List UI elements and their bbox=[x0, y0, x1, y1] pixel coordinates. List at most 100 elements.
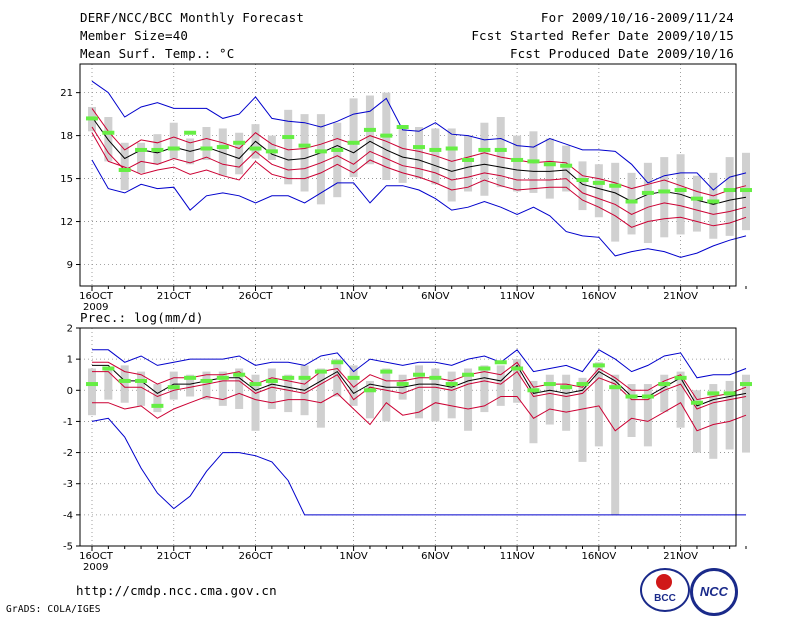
precip-spread-box bbox=[611, 374, 620, 515]
temp-xtick-label: 21OCT bbox=[157, 291, 192, 302]
temp-spread-box bbox=[235, 132, 244, 175]
temp-xtick-label: 21NOV bbox=[663, 291, 698, 302]
temp-spread-box bbox=[692, 175, 701, 232]
precip-xtick-label: 21OCT bbox=[157, 551, 192, 562]
precip-spread-box bbox=[137, 371, 146, 406]
precip-member-marker bbox=[216, 375, 229, 380]
member-size: Member Size=40 bbox=[80, 28, 189, 43]
temp-ytick-label: 21 bbox=[60, 88, 73, 99]
precip-line-lower bbox=[92, 370, 747, 410]
temp-member-marker bbox=[641, 190, 654, 195]
temp-spread-box bbox=[545, 138, 554, 199]
precip-ytick-label: 0 bbox=[67, 386, 73, 397]
temp-member-marker bbox=[347, 140, 360, 145]
ncc-logo-text: NCC bbox=[699, 584, 729, 599]
precip-member-marker bbox=[478, 366, 491, 371]
precip-line-mean-low bbox=[92, 392, 747, 432]
temp-xtick-label: 16NOV bbox=[581, 291, 616, 302]
precip-member-marker bbox=[429, 375, 442, 380]
temp-spread-box bbox=[611, 162, 620, 242]
precip-frame bbox=[79, 327, 737, 547]
temp-spread-box bbox=[513, 135, 522, 192]
precip-ytick-label: 1 bbox=[67, 355, 73, 366]
temp-member-marker bbox=[609, 183, 622, 188]
temp-spread-box bbox=[480, 122, 489, 196]
precip-member-marker bbox=[674, 375, 687, 380]
temp-spread-box bbox=[725, 157, 734, 236]
precip-spread-box bbox=[235, 368, 244, 409]
precip-spread-box bbox=[88, 368, 96, 416]
temp-xtick-label: 26OCT bbox=[239, 291, 274, 302]
precip-spread-box bbox=[676, 371, 685, 428]
temp-spread-box bbox=[137, 142, 146, 173]
precip-member-marker bbox=[86, 382, 98, 387]
precip-member-marker bbox=[298, 375, 311, 380]
bcc-logo: BCC bbox=[640, 568, 690, 612]
precip-spread-box bbox=[725, 380, 734, 450]
temp-spread-box bbox=[578, 161, 587, 211]
temp-xtick-label: 16OCT bbox=[79, 291, 114, 302]
precip-spread-box bbox=[202, 371, 211, 400]
temp-member-marker bbox=[478, 147, 491, 152]
forecast-start-date: Fcst Started Refer Date 2009/10/15 bbox=[471, 28, 734, 43]
temp-member-marker bbox=[592, 180, 605, 185]
precip-spread-box bbox=[464, 368, 473, 431]
temp-spread-box bbox=[202, 127, 211, 160]
precip-spread-box bbox=[594, 362, 603, 447]
temp-member-marker bbox=[396, 125, 409, 130]
temp-member-marker bbox=[429, 147, 442, 152]
precip-member-marker bbox=[118, 378, 131, 383]
temp-member-marker bbox=[674, 188, 687, 193]
precip-xtick-label: 6NOV bbox=[421, 551, 450, 562]
precip-xtick-label: 1NOV bbox=[339, 551, 368, 562]
forecast-produced-date: Fcst Produced Date 2009/10/16 bbox=[509, 46, 734, 61]
precip-ytick-label: -3 bbox=[63, 479, 73, 490]
temp-member-marker bbox=[625, 199, 638, 204]
precip-spread-box bbox=[643, 384, 652, 447]
precip-spread-box bbox=[365, 380, 374, 419]
precip-spread-box bbox=[447, 371, 456, 419]
precip-member-marker bbox=[102, 366, 115, 371]
precip-member-marker bbox=[527, 388, 540, 393]
source-url[interactable]: http://cmdp.ncc.cma.gov.cn bbox=[76, 583, 277, 598]
precip-spread-box bbox=[709, 384, 718, 459]
precip-member-marker bbox=[690, 400, 703, 405]
precip-spread-box bbox=[529, 380, 538, 444]
precip-member-marker bbox=[511, 366, 524, 371]
precip-member-marker bbox=[723, 391, 736, 396]
precip-ytick-label: -4 bbox=[63, 510, 73, 521]
precip-member-marker bbox=[707, 391, 720, 396]
temp-panel: 9 12 15 18 21 16OCT 21OCT 26OCT 1NOV 6NOV 11NOV 16N… bbox=[60, 63, 752, 313]
temp-member-marker bbox=[184, 130, 197, 135]
temp-spread-box bbox=[660, 157, 669, 238]
temp-year-label: 2009 bbox=[83, 302, 108, 313]
precip-member-marker bbox=[380, 369, 393, 374]
precip-member-marker bbox=[151, 403, 164, 408]
precip-member-marker bbox=[282, 375, 295, 380]
precip-member-marker bbox=[560, 385, 573, 390]
temp-member-marker bbox=[462, 157, 475, 162]
precip-ytick-label: -2 bbox=[63, 448, 73, 459]
grads-credit: GrADS: COLA/IGES bbox=[6, 604, 101, 615]
temp-spread-box bbox=[447, 128, 456, 202]
temp-member-marker bbox=[413, 145, 425, 150]
temp-member-marker bbox=[233, 140, 246, 145]
temp-member-marker bbox=[445, 146, 458, 151]
precip-member-marker bbox=[331, 360, 344, 365]
precip-spread-box bbox=[431, 368, 440, 422]
precip-spread-box bbox=[267, 368, 276, 409]
temp-member-marker bbox=[511, 157, 524, 162]
temp-member-marker bbox=[527, 159, 540, 164]
precip-member-marker bbox=[740, 382, 752, 387]
precip-member-marker bbox=[462, 372, 475, 377]
precip-spread-box bbox=[218, 371, 227, 406]
precip-label: Prec.: log(mm/d) bbox=[80, 310, 204, 325]
precip-line-max bbox=[92, 349, 747, 379]
precip-member-marker bbox=[265, 378, 278, 383]
temp-spread-box bbox=[284, 109, 293, 185]
temp-spread-box bbox=[643, 162, 652, 244]
temp-spread-box bbox=[316, 114, 325, 205]
temp-member-marker bbox=[740, 188, 752, 193]
temp-member-marker bbox=[118, 167, 131, 172]
